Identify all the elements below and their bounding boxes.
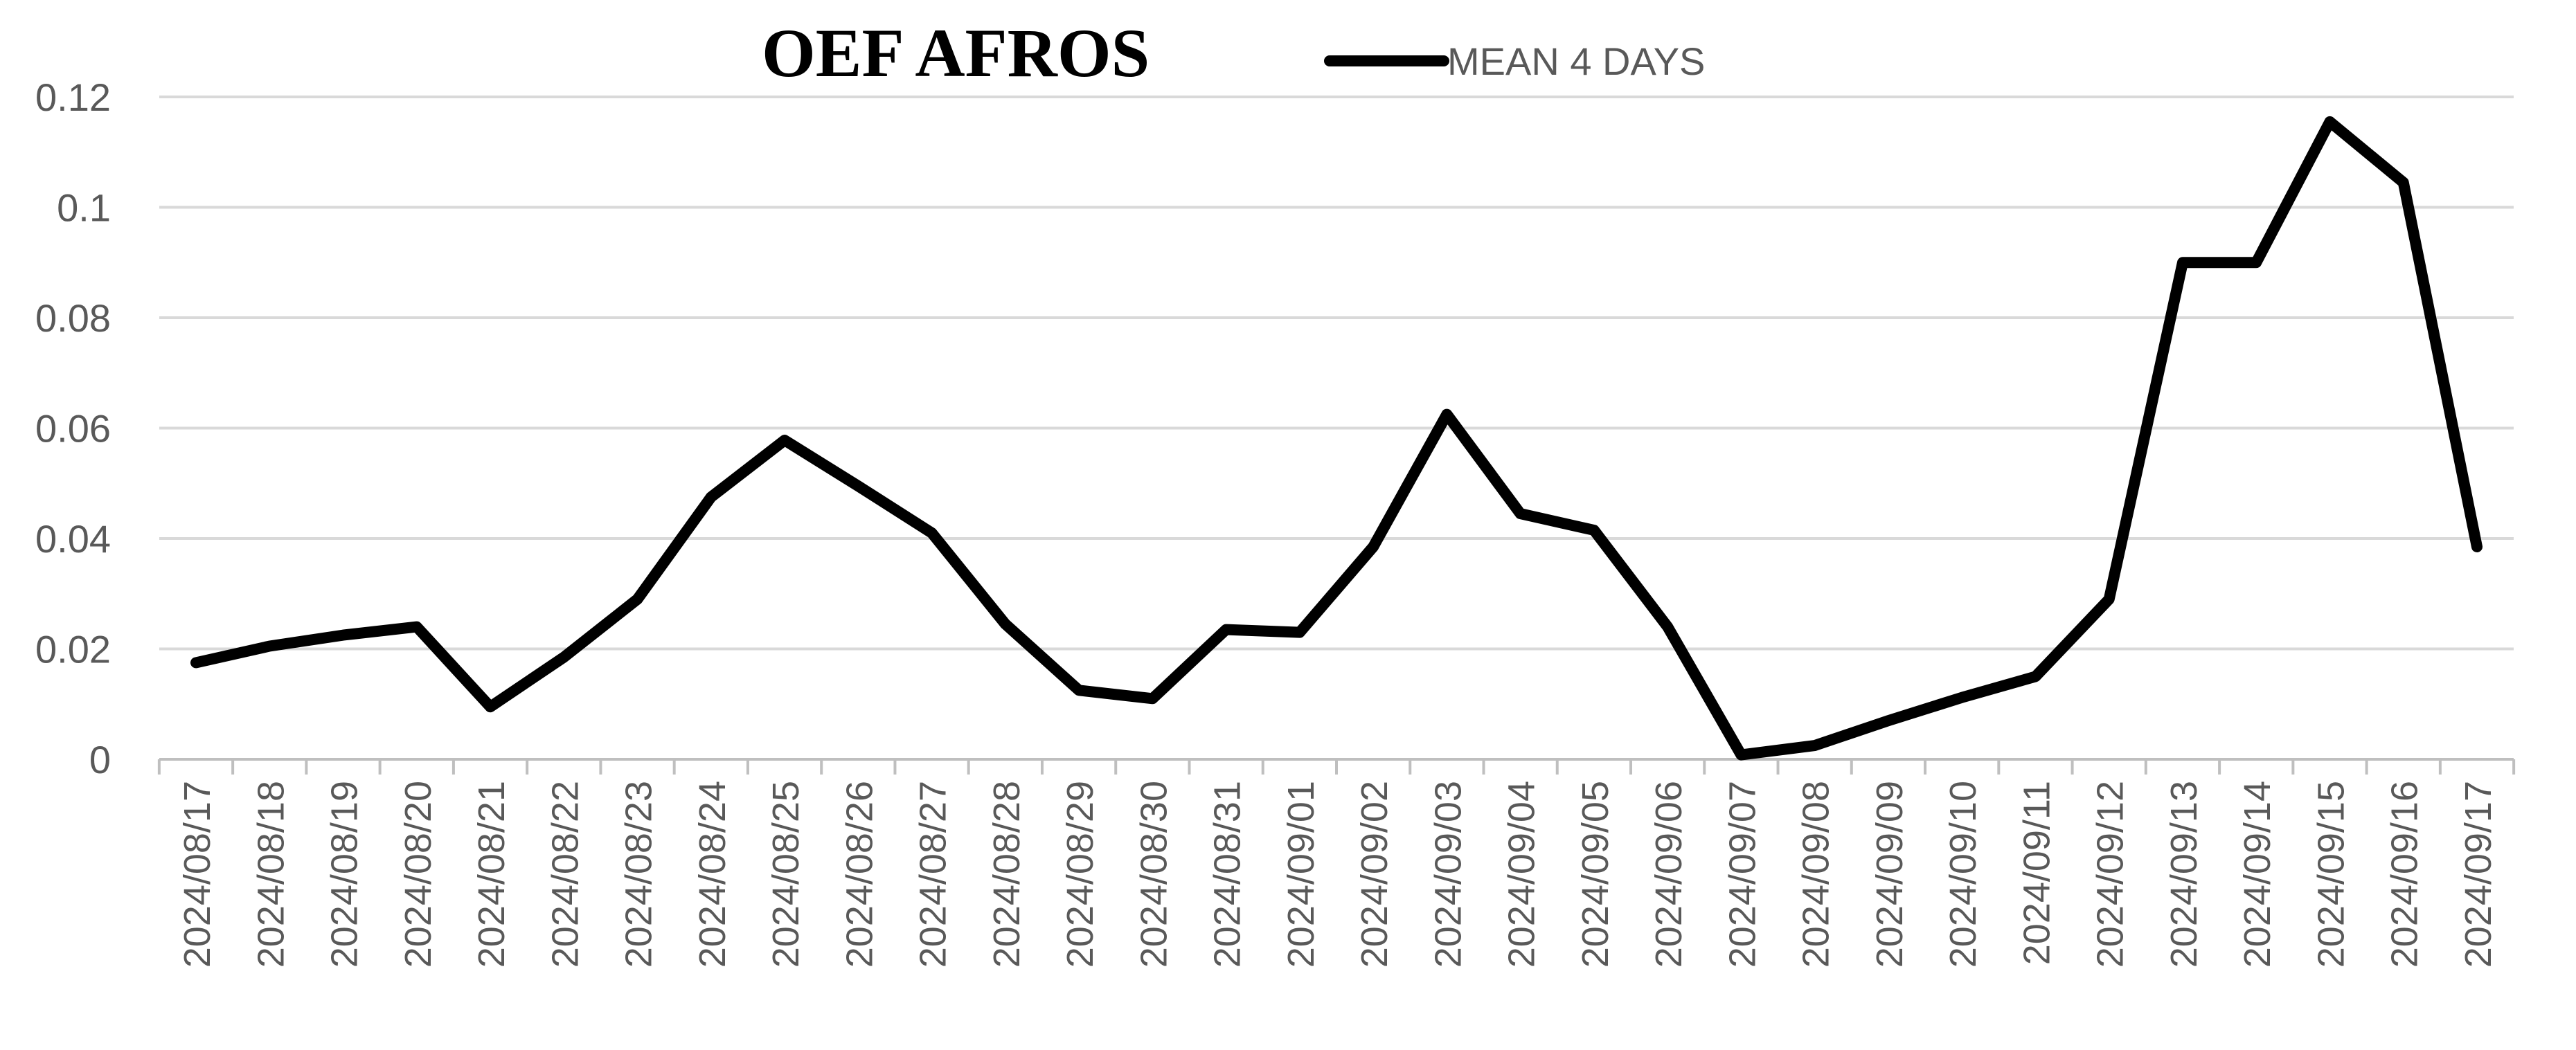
data-point: [1888, 720, 1889, 721]
x-tick-label: 2024/08/22: [544, 781, 586, 968]
x-tick-label: 2024/09/01: [1280, 781, 1322, 968]
data-point: [343, 635, 344, 636]
x-tick-label: 2024/09/07: [1721, 781, 1763, 968]
data-point: [931, 532, 933, 534]
x-tick-label: 2024/08/18: [250, 781, 292, 968]
y-axis-ticks: 0 0.02 0.04 0.06 0.08 0.1 0.12: [35, 75, 111, 781]
x-tick-label: 2024/09/02: [1354, 781, 1395, 968]
data-point: [1814, 745, 1816, 746]
x-tick-label: 2024/09/06: [1648, 781, 1690, 968]
data-point: [2182, 262, 2183, 263]
data-point: [1593, 529, 1595, 531]
y-tick-label: 0.08: [35, 296, 111, 340]
data-point: [710, 496, 712, 498]
y-tick-label: 0.04: [35, 517, 111, 561]
y-tick-label: 0.02: [35, 628, 111, 671]
data-point: [1005, 624, 1006, 625]
x-tick-label: 2024/09/04: [1501, 781, 1543, 968]
data-point: [1520, 513, 1521, 514]
x-tick-label: 2024/08/17: [177, 781, 218, 968]
x-tick-label: 2024/09/15: [2310, 781, 2352, 968]
legend-label: MEAN 4 DAYS: [1447, 39, 1705, 83]
data-point: [1740, 754, 1742, 756]
x-tick-label: 2024/08/19: [324, 781, 366, 968]
x-tick-label: 2024/09/10: [1942, 781, 1984, 968]
data-point: [269, 646, 270, 647]
chart-title: OEF AFROS: [762, 15, 1150, 91]
x-tick-label: 2024/08/26: [839, 781, 880, 968]
gridlines: [159, 96, 2514, 651]
data-point: [1078, 689, 1080, 691]
data-point: [2403, 182, 2404, 183]
y-tick-label: 0.12: [35, 75, 111, 119]
x-tick-label: 2024/09/13: [2163, 781, 2205, 968]
x-tick-label: 2024/09/16: [2384, 781, 2426, 968]
x-tick-label: 2024/09/11: [2016, 781, 2057, 965]
data-point: [195, 662, 197, 663]
x-tick-label: 2024/08/25: [765, 781, 807, 968]
data-point: [2476, 546, 2478, 547]
x-tick-label: 2024/09/03: [1427, 781, 1469, 968]
y-tick-label: 0.06: [35, 407, 111, 451]
x-tick-label: 2024/08/21: [471, 781, 512, 968]
data-point: [1446, 414, 1447, 415]
data-point: [857, 485, 859, 487]
x-tick-label: 2024/08/24: [692, 781, 733, 968]
data-point: [2255, 262, 2257, 263]
x-tick-label: 2024/09/12: [2090, 781, 2131, 968]
x-axis: [157, 758, 2516, 775]
data-point: [2034, 676, 2036, 677]
y-tick-label: 0.1: [57, 186, 111, 230]
data-point: [784, 440, 785, 441]
x-tick-label: 2024/08/28: [986, 781, 1028, 968]
x-tick-label: 2024/08/30: [1133, 781, 1174, 968]
series-layer: [190, 116, 2483, 761]
x-tick-label: 2024/09/09: [1869, 781, 1911, 968]
x-axis-ticks: 2024/08/17 2024/08/18 2024/08/19 2024/08/20…: [177, 781, 2499, 968]
series-line-mean-4-days: [190, 116, 2483, 761]
data-point: [1226, 629, 1227, 631]
chart-header: OEF AFROS MEAN 4 DAYS: [762, 15, 1705, 91]
data-point: [1667, 626, 1668, 628]
data-point: [490, 706, 491, 707]
x-tick-label: 2024/08/20: [397, 781, 439, 968]
y-tick-label: 0: [89, 738, 111, 781]
x-tick-label: 2024/08/23: [618, 781, 660, 968]
x-tick-label: 2024/08/31: [1207, 781, 1249, 968]
x-tick-label: 2024/09/14: [2237, 781, 2278, 968]
data-point: [1372, 546, 1374, 547]
x-tick-label: 2024/08/29: [1059, 781, 1101, 968]
data-point: [1152, 698, 1153, 699]
x-tick-label: 2024/09/08: [1796, 781, 1837, 968]
x-tick-label: 2024/09/05: [1575, 781, 1616, 968]
data-point: [416, 626, 418, 628]
data-point: [2329, 121, 2330, 123]
data-point: [563, 656, 564, 658]
x-tick-label: 2024/09/17: [2458, 781, 2499, 968]
data-point: [637, 599, 638, 600]
data-point: [1299, 632, 1300, 633]
data-point: [1961, 697, 1962, 698]
data-point: [2109, 599, 2110, 600]
x-tick-label: 2024/08/27: [913, 781, 954, 968]
